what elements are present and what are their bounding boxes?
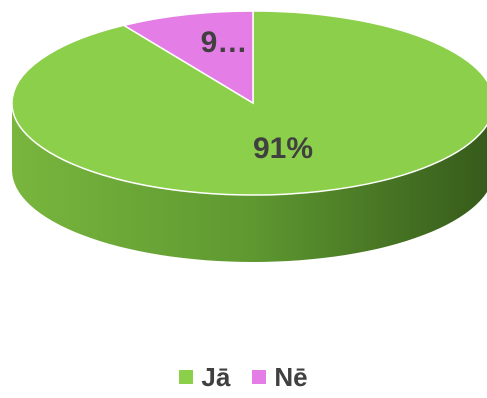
legend: Jā Nē — [0, 362, 487, 392]
slice-ne — [121, 10, 254, 105]
legend-item-ja: Jā — [179, 362, 230, 393]
slice-ja — [11, 10, 487, 196]
data-label-ne: 9… — [201, 26, 248, 59]
pie-side — [12, 103, 487, 262]
legend-swatch-ne — [252, 370, 267, 384]
legend-item-ne: Nē — [252, 361, 308, 393]
legend-label-ja: Jā — [201, 361, 231, 392]
legend-label-ne: Nē — [274, 361, 308, 392]
data-label-ja: 91% — [253, 132, 313, 165]
legend-swatch-ja — [179, 370, 194, 384]
